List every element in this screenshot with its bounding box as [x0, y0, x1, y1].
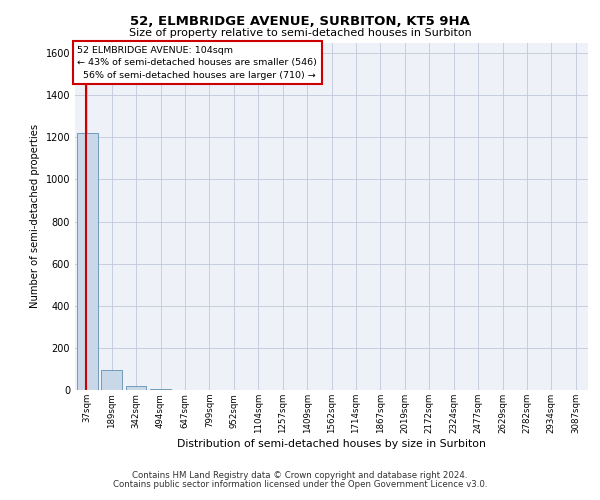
Text: Contains public sector information licensed under the Open Government Licence v3: Contains public sector information licen…	[113, 480, 487, 489]
Bar	[101, 370, 122, 390]
Text: Size of property relative to semi-detached houses in Surbiton: Size of property relative to semi-detach…	[128, 28, 472, 38]
Text: 52 ELMBRIDGE AVENUE: 104sqm
← 43% of semi-detached houses are smaller (546)
  56: 52 ELMBRIDGE AVENUE: 104sqm ← 43% of sem…	[77, 46, 317, 80]
Bar	[150, 389, 171, 390]
Text: 52, ELMBRIDGE AVENUE, SURBITON, KT5 9HA: 52, ELMBRIDGE AVENUE, SURBITON, KT5 9HA	[130, 15, 470, 28]
Bar	[125, 386, 146, 390]
Bar	[77, 133, 98, 390]
X-axis label: Distribution of semi-detached houses by size in Surbiton: Distribution of semi-detached houses by …	[177, 438, 486, 448]
Text: Contains HM Land Registry data © Crown copyright and database right 2024.: Contains HM Land Registry data © Crown c…	[132, 471, 468, 480]
Y-axis label: Number of semi-detached properties: Number of semi-detached properties	[30, 124, 40, 308]
